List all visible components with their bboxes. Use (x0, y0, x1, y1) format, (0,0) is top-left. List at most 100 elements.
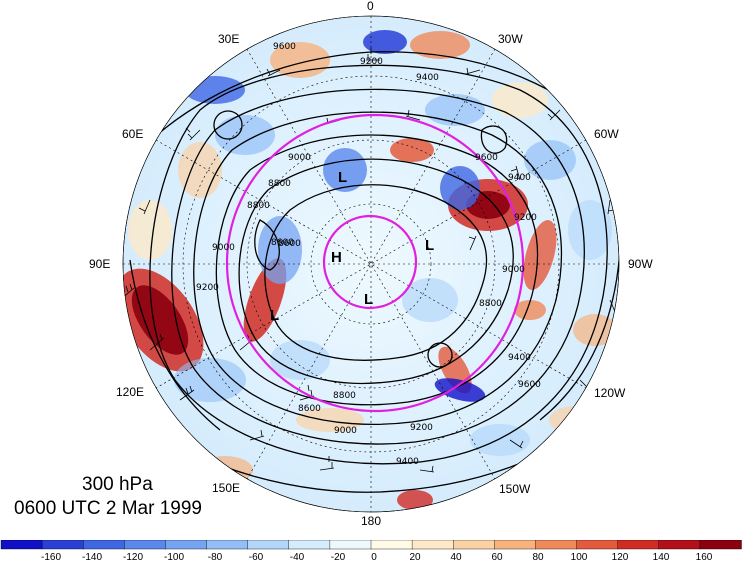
colorbar-swatch (576, 540, 619, 550)
shade-positive (410, 31, 470, 59)
contour-label: 9000 (502, 265, 525, 275)
height-contour (171, 88, 585, 445)
wind-barb (405, 109, 421, 121)
wind-barb (509, 439, 524, 449)
lon-label-180: 180 (361, 514, 382, 528)
map-disk-outline (122, 15, 620, 513)
height-contour (149, 64, 608, 465)
colorbar-boxes (0, 540, 742, 550)
colorbar-swatch (124, 540, 167, 550)
colorbar-tick-label: 160 (696, 552, 713, 561)
colorbar-tick-label: -40 (290, 552, 305, 561)
shade-negative (323, 148, 367, 192)
contour-label: 8800 (268, 179, 291, 189)
wind-barb (319, 456, 335, 471)
colorbar-tick-label: 120 (612, 552, 629, 561)
lon-label-90e: 90E (89, 257, 111, 271)
colorbar-swatch (329, 540, 372, 550)
lon-label-30w: 30W (498, 32, 523, 46)
shade-positive (492, 82, 548, 118)
shade-positive (131, 285, 189, 355)
height-contour (215, 134, 539, 406)
lon-label-30e: 30E (218, 32, 240, 46)
colorbar-swatch (0, 540, 43, 550)
shade-positive (514, 300, 546, 320)
latitude-circle (310, 203, 432, 325)
colorbar-swatch (453, 540, 496, 550)
colorbar-tick-label: 100 (571, 552, 588, 561)
colorbar-swatch (83, 540, 126, 550)
height-contour (254, 219, 280, 271)
latitude-circle (246, 139, 496, 389)
wind-barb (138, 199, 151, 215)
high-pressure-marker: H (331, 249, 342, 266)
shade-positive (523, 220, 557, 290)
colorbar-tick-label: -140 (82, 552, 102, 561)
shade-positive (197, 456, 253, 484)
height-contour (480, 125, 508, 154)
colorbar-tick-label: -20 (331, 552, 346, 561)
wind-barbs (123, 48, 619, 473)
pressure-centers: L H L L L (270, 169, 434, 324)
colorbar-tick-label: 20 (409, 552, 421, 561)
wind-barb (123, 283, 135, 301)
colorbar-swatch (535, 540, 578, 550)
colorbar-tick-label: 140 (653, 552, 670, 561)
colorbar-tick-label: -120 (123, 552, 143, 561)
colorbar-swatch (41, 540, 84, 550)
contour-label: 8800 (333, 391, 356, 401)
contour-label: 9400 (508, 173, 531, 183)
shade-negative (215, 115, 275, 155)
shade-negative (425, 94, 485, 126)
height-contour (539, 249, 619, 421)
colorbar: -160 -140 -120 -100 -80 -60 -40 -20 0 20… (0, 540, 742, 561)
latitude-circle (182, 75, 560, 453)
colorbar-swatch (699, 540, 742, 550)
colorbar-swatch (658, 540, 701, 550)
colorbar-tick-label: 40 (450, 552, 462, 561)
low-pressure-marker: L (338, 169, 347, 186)
contour-label: 9000 (334, 426, 357, 436)
wind-barb (179, 385, 195, 401)
colorbar-swatch (165, 540, 208, 550)
contour-label: 9200 (514, 213, 537, 223)
contour-label: 9400 (508, 353, 531, 363)
shade-negative (524, 140, 576, 180)
colorbar-swatch (370, 540, 413, 550)
graticule (123, 16, 619, 512)
contour-label: 9200 (196, 283, 219, 293)
shade-negative (470, 424, 530, 456)
colorbar-swatch (494, 540, 537, 550)
level-title: 300 hPa (82, 474, 153, 495)
shade-positive (573, 314, 617, 346)
contour-label: 9600 (273, 42, 296, 52)
colorbar-tick-label: 60 (491, 552, 503, 561)
contour-label: 8600 (271, 238, 294, 248)
contour-label: 9600 (518, 380, 541, 390)
contour-label: 8800 (247, 201, 270, 211)
wind-barb (465, 67, 481, 75)
wind-barb (510, 165, 521, 181)
colorbar-swatch (411, 540, 454, 550)
colorbar-tick-label: 80 (532, 552, 544, 561)
contour-label: 9400 (416, 73, 439, 83)
height-contour (264, 184, 488, 361)
colorbar-tick-label: -80 (208, 552, 223, 561)
shade-negative (258, 216, 302, 284)
shade-positive (128, 200, 172, 260)
shade-positive (397, 490, 433, 510)
contour-label: 9600 (475, 153, 498, 163)
wind-barb (266, 68, 281, 77)
height-contour (129, 259, 221, 431)
wind-barb (149, 333, 165, 351)
colorbar-swatch (617, 540, 660, 550)
shade-negative (363, 30, 407, 54)
contour-label: 9200 (410, 423, 433, 433)
colorbar-tick-label: -60 (249, 552, 264, 561)
wind-barb (249, 429, 265, 441)
contour-label: 8800 (479, 299, 502, 309)
wind-barb (547, 109, 561, 121)
colorbar-tick-label: -100 (164, 552, 184, 561)
contour-labels: 9600 9400 9200 9000 8800 8600 8800 9000 … (196, 42, 541, 467)
